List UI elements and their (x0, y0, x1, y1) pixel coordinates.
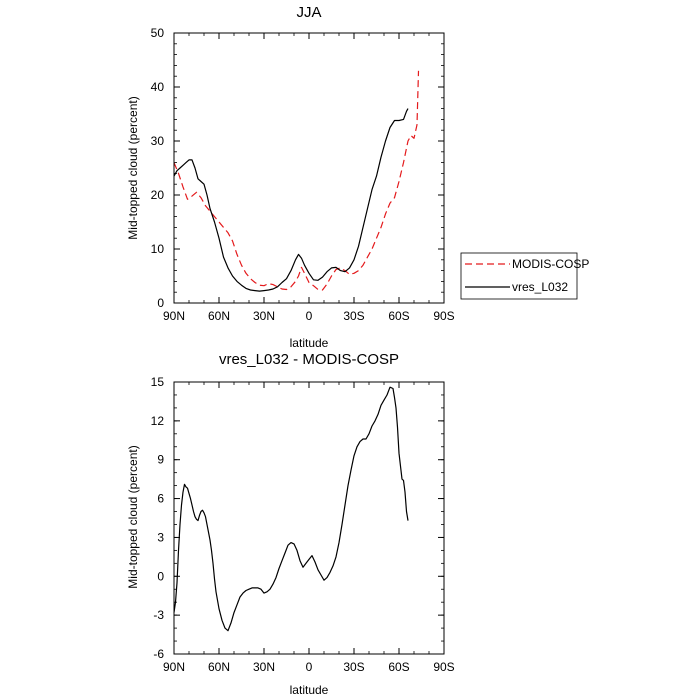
chart1-y-tick-label: -6 (153, 647, 164, 661)
bottom-plot-area: 90N 60N 30N 0 30S 60S 90S -6 -3 0 3 6 9 12 15 (151, 375, 455, 674)
legend: MODIS-COSP vres_L032 (460, 252, 589, 300)
top-chart-title: JJA (296, 4, 321, 21)
chart1-y-tick-label: 15 (151, 375, 165, 389)
chart1-x-tick-label: 30N (253, 660, 275, 674)
chart0-y-tick-label: 40 (151, 80, 165, 94)
chart1-y-tick-label: 9 (157, 453, 164, 467)
chart0-y-tick-label: 10 (151, 242, 165, 256)
legend-label-vres-l032: vres_L032 (512, 280, 568, 294)
chart0-frame (173, 32, 445, 304)
bottom-chart-title: vres_L032 - MODIS-COSP (219, 351, 399, 368)
top-plot-area: 90N 60N 30N 0 30S 60S 90S 0 10 20 30 40 50 (151, 26, 455, 323)
chart0-x-tick-label: 30N (253, 309, 275, 323)
series-line-modis-cosp (173, 70, 420, 291)
chart1-frame (173, 381, 445, 655)
chart1-x-tick-label: 60N (208, 660, 230, 674)
bottom-chart-panel: vres_L032 - MODIS-COSP 90N 60N 30N 0 30S 60S 9… (126, 351, 455, 697)
chart0-y-tick-label: 30 (151, 134, 165, 148)
chart0-x-tick-label: 90N (163, 309, 185, 323)
chart1-y-tick-label: 0 (157, 569, 164, 583)
top-chart-panel: JJA 90N 60N 30N 0 30S 60S 90S 0 10 20 30 40 50 latit… (126, 4, 455, 350)
chart0-y-tick-label: 20 (151, 188, 165, 202)
chart0-y-tick-label: 0 (157, 296, 164, 310)
top-y-axis-label: Mid-topped cloud (percent) (126, 96, 140, 239)
chart0-x-tick-label: 0 (306, 309, 313, 323)
chart1-x-tick-label: 0 (306, 660, 313, 674)
chart1-y-tick-label: 3 (157, 530, 164, 544)
chart0-x-tick-label: 60N (208, 309, 230, 323)
chart0-x-tick-label: 30S (343, 309, 364, 323)
chart1-x-tick-label: 90S (433, 660, 454, 674)
top-x-axis-label: latitude (290, 336, 329, 350)
chart1-x-tick-label: 30S (343, 660, 364, 674)
chart0-x-tick-label: 60S (388, 309, 409, 323)
legend-label-modis-cosp: MODIS-COSP (512, 257, 589, 271)
bottom-y-axis-label: Mid-topped cloud (percent) (126, 445, 140, 588)
chart0-y-tick-label: 50 (151, 26, 165, 40)
chart1-x-tick-label: 60S (388, 660, 409, 674)
series-line-vres-l032 (173, 108, 409, 292)
chart1-x-tick-label: 90N (163, 660, 185, 674)
chart1-y-tick-label: 6 (157, 492, 164, 506)
legend-box (460, 252, 578, 300)
series-line-vres-l032-modis-cosp (173, 386, 409, 632)
chart1-y-tick-label: -3 (153, 608, 164, 622)
bottom-x-axis-label: latitude (290, 683, 329, 697)
chart1-y-tick-label: 12 (151, 414, 165, 428)
chart0-x-tick-label: 90S (433, 309, 454, 323)
